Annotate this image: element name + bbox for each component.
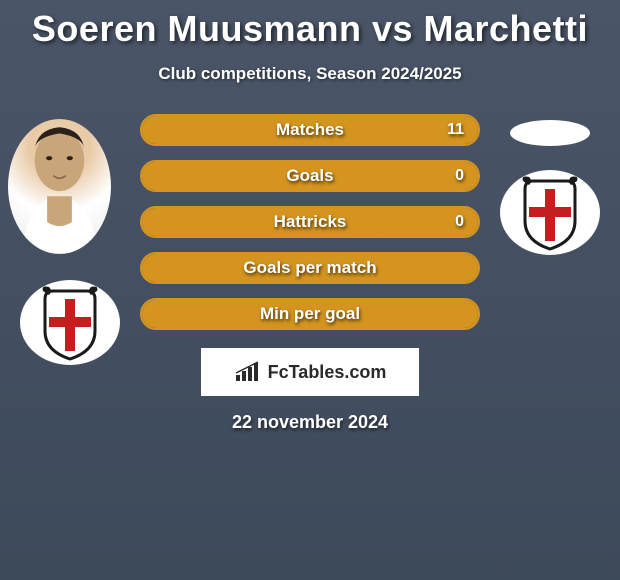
stat-label: Matches <box>142 120 478 140</box>
comparison-content: Matches11Goals0Hattricks0Goals per match… <box>0 114 620 433</box>
club-badge-left <box>20 280 120 365</box>
stat-bars: Matches11Goals0Hattricks0Goals per match… <box>140 114 480 330</box>
page-title: Soeren Muusmann vs Marchetti <box>0 0 620 50</box>
shield-icon <box>515 175 585 251</box>
stat-bar: Matches11 <box>140 114 480 146</box>
player-photo-right <box>510 120 590 146</box>
club-badge-right <box>500 170 600 255</box>
stat-value: 0 <box>455 167 464 185</box>
chart-icon <box>234 361 262 383</box>
stat-bar: Min per goal <box>140 298 480 330</box>
stat-label: Hattricks <box>142 212 478 232</box>
shield-icon <box>35 285 105 361</box>
stat-bar: Hattricks0 <box>140 206 480 238</box>
stat-bar: Goals per match <box>140 252 480 284</box>
stat-bar: Goals0 <box>140 160 480 192</box>
stat-value: 0 <box>455 213 464 231</box>
stat-label: Goals <box>142 166 478 186</box>
subtitle: Club competitions, Season 2024/2025 <box>0 64 620 84</box>
player-silhouette-icon <box>8 119 111 253</box>
player-photo-left <box>8 119 111 254</box>
logo-text: FcTables.com <box>268 362 387 383</box>
stat-value: 11 <box>447 121 464 139</box>
site-logo: FcTables.com <box>201 348 419 396</box>
stat-label: Goals per match <box>142 258 478 278</box>
date-label: 22 november 2024 <box>0 412 620 433</box>
stat-label: Min per goal <box>142 304 478 324</box>
